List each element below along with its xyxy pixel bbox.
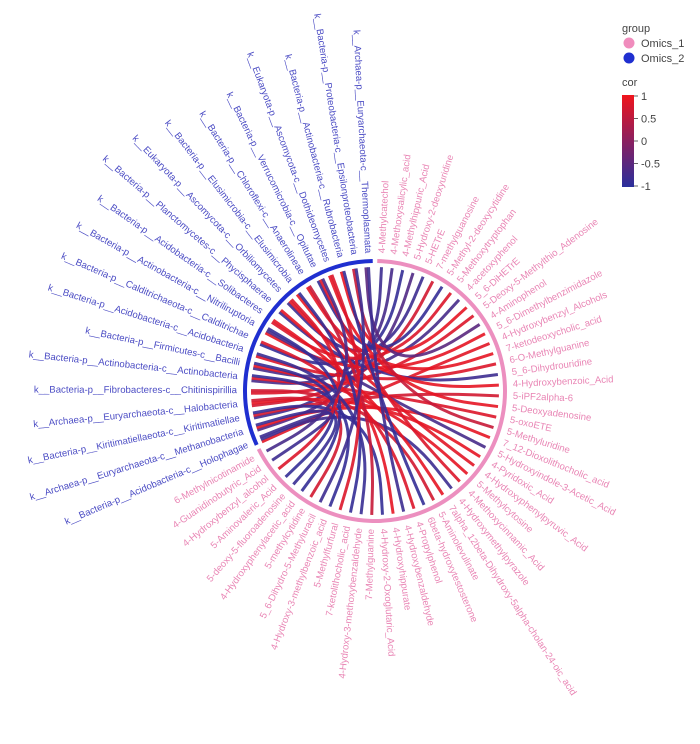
chord-link xyxy=(318,268,366,503)
legend: group Omics_1 Omics_2 cor 1 0.5 0 -0.5 -1 xyxy=(622,23,684,193)
chord-link xyxy=(252,404,384,515)
omics1-label: 7-Methylguanine xyxy=(364,529,377,600)
cor-colorbar xyxy=(622,95,634,187)
omics2-arc xyxy=(243,259,373,446)
chord-link xyxy=(367,267,406,512)
chord-link xyxy=(250,389,436,501)
cor-tick-label: 0 xyxy=(641,136,647,148)
chord-link xyxy=(267,327,342,492)
chord-link xyxy=(297,292,362,513)
chord-link xyxy=(308,284,374,515)
cor-tick-label: -0.5 xyxy=(641,159,660,171)
chord-link xyxy=(251,396,343,498)
omics1-label: 4-Methylcatechol xyxy=(377,180,392,253)
cor-tick-label: 1 xyxy=(641,91,647,103)
chord-link xyxy=(256,352,367,515)
legend-group-title: group xyxy=(622,23,650,35)
omics1-label: 4-Hydroxybenzoic_Acid xyxy=(513,374,614,390)
chord-link xyxy=(272,318,445,496)
legend-cor-title: cor xyxy=(622,77,638,89)
cor-tick-label: 0.5 xyxy=(641,114,656,126)
chord-link xyxy=(253,364,469,475)
legend-omics2-label[interactable]: Omics_2 xyxy=(641,53,684,65)
chord-link xyxy=(265,277,348,453)
chord-link xyxy=(251,397,481,458)
group-arcs xyxy=(243,259,507,523)
legend-omics1-label[interactable]: Omics_1 xyxy=(641,38,684,50)
omics1-label: 5-iPF2alpha-6 xyxy=(513,391,574,404)
chord-link xyxy=(259,411,333,462)
legend-omics2-dot xyxy=(623,52,635,64)
omics2-label: k__Bacteria-p__Fibrobacteres-c__Chitinis… xyxy=(34,385,238,397)
legend-omics1-dot xyxy=(623,37,635,49)
cor-tick-label: -1 xyxy=(641,181,651,193)
omics1-arc xyxy=(256,259,507,523)
chord-links xyxy=(250,267,499,515)
